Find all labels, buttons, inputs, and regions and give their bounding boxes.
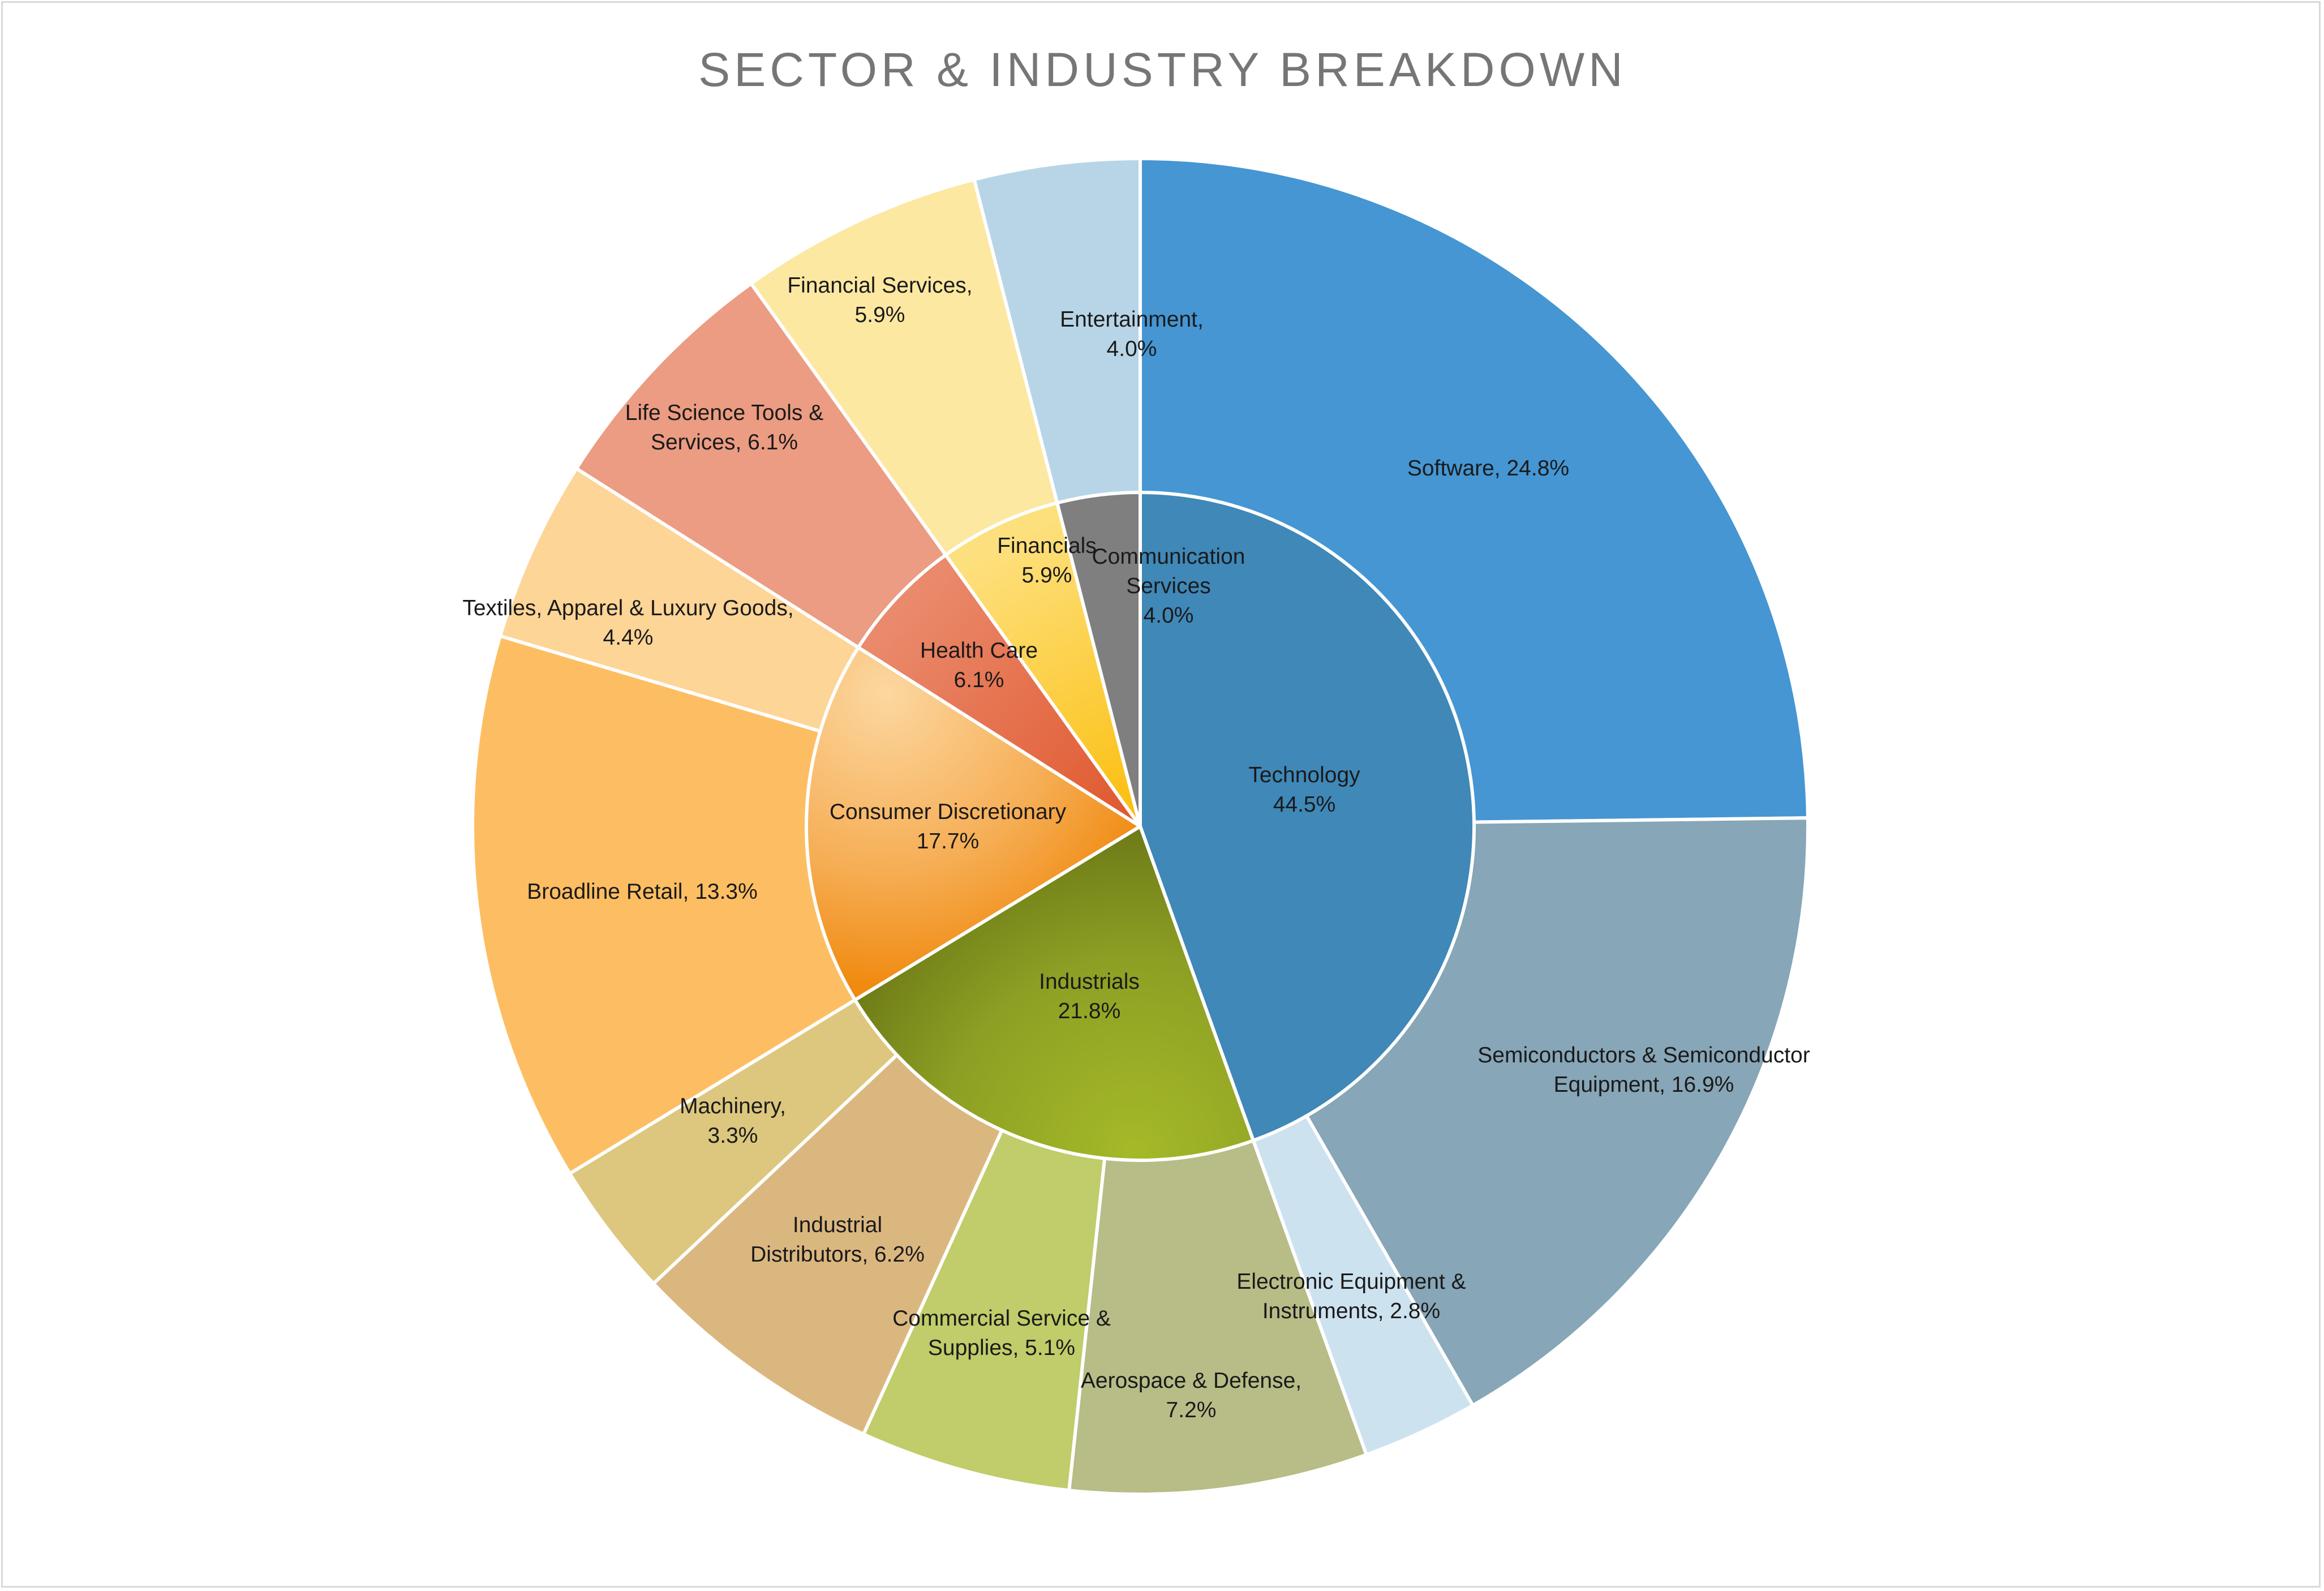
outer-label-machinery: Machinery, 3.3% (680, 1094, 786, 1148)
outer-label-entertainment: Entertainment, 4.0% (1060, 307, 1204, 361)
outer-label-financial-services: Financial Services, 5.9% (787, 273, 972, 327)
outer-label-textiles-apparel: Textiles, Apparel & Luxury Goods, 4.4% (462, 596, 793, 650)
outer-label-life-science-tools: Life Science Tools & Services, 6.1% (625, 401, 824, 454)
data-labels: Technology 44.5% Industrials 21.8% Consumer … (462, 273, 1810, 1422)
inner-slice-financials (944, 501, 1142, 828)
outer-label-commercial-services: Commercial Service & Supplies, 5.1% (892, 1306, 1111, 1360)
inner-slice-health-care (856, 553, 1142, 828)
outer-label-broadline-retail: Broadline Retail, 13.3% (527, 880, 758, 904)
inner-slice-industrials (853, 825, 1255, 1162)
outer-label-software: Software, 24.8% (1407, 456, 1569, 481)
chart-title: SECTOR & INDUSTRY BREAKDOWN (698, 43, 1627, 96)
sunburst-chart: Technology 44.5% Industrials 21.8% Consumer … (462, 157, 1810, 1496)
outer-slice-broadline-retail (471, 634, 1142, 1176)
inner-label-communication-services: Communication Services 4.0% (1092, 544, 1245, 628)
outer-label-industrial-distributors: Industrial Distributors, 6.2% (750, 1213, 925, 1267)
inner-ring (805, 491, 1476, 1162)
outer-label-semiconductors: Semiconductors & Semiconductor Equipment,… (1477, 1043, 1810, 1097)
inner-label-industrials: Industrials 21.8% (1039, 970, 1140, 1023)
inner-label-technology: Technology 44.5% (1248, 763, 1360, 817)
outer-label-aerospace-defense: Aerospace & Defense, 7.2% (1081, 1369, 1301, 1422)
outer-label-electronic-equipment: Electronic Equipment & Instruments, 2.8% (1236, 1270, 1466, 1323)
inner-slice-consumer-discretionary (805, 645, 1142, 1002)
inner-slice-technology (1139, 491, 1476, 1143)
inner-label-financials: Financials 5.9% (997, 534, 1097, 587)
inner-label-health-care: Health Care 6.1% (920, 638, 1038, 692)
inner-slice-communication-services (1055, 491, 1142, 828)
inner-label-consumer-discretionary: Consumer Discretionary 17.7% (830, 800, 1067, 854)
